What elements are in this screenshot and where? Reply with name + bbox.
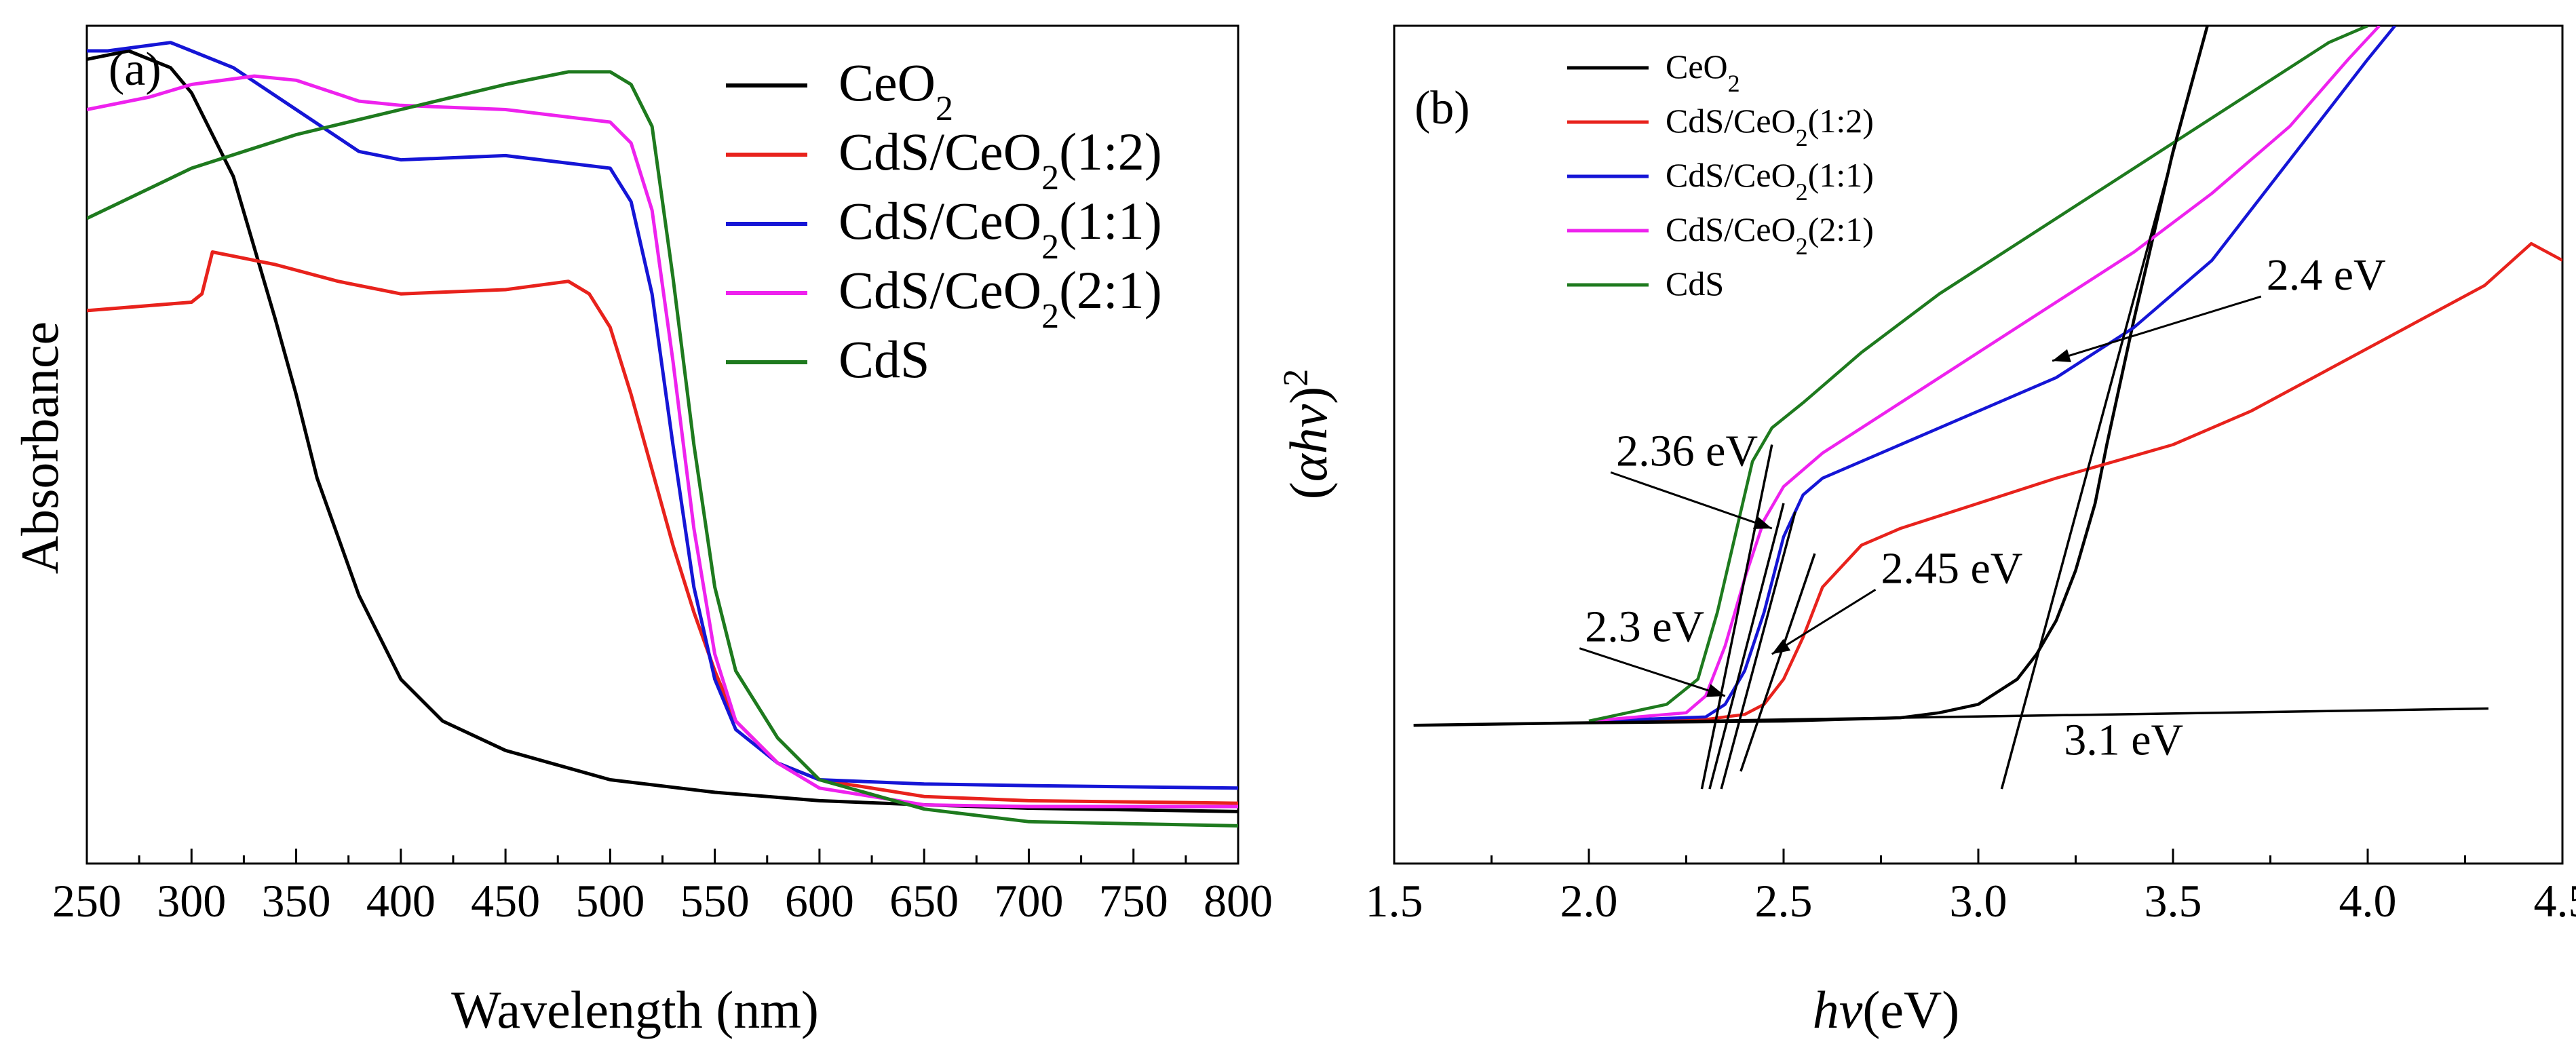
panel-b-fit-line-0 bbox=[1413, 707, 2488, 727]
panel-a-x-tick-label: 250 bbox=[52, 875, 121, 927]
panel-b-annotation-2: 2.45 eV bbox=[1881, 543, 2023, 593]
panel-a-x-tick-label: 550 bbox=[680, 875, 750, 927]
panel-b-x-tick-label: 4.0 bbox=[2339, 875, 2397, 927]
panel-a-ylabel: Absorbance bbox=[10, 322, 69, 575]
panel-a-x-tick-label: 300 bbox=[157, 875, 226, 927]
panel-b-series-3 bbox=[1588, 26, 2381, 723]
panel-b-x-tick-label: 2.0 bbox=[1560, 875, 1618, 927]
panel-b-ylabel: (αhν)2 bbox=[1277, 369, 1339, 500]
panel-b-annotation-3: 2.3 eV bbox=[1585, 602, 1704, 652]
panel-a-legend-entry-0: CeO2 bbox=[839, 53, 953, 128]
panel-b-annotation-arrowhead-2 bbox=[1771, 639, 1791, 655]
panel-b-legend-entry-1: CdS/CeO2(1:2) bbox=[1666, 102, 1874, 151]
panel-b-series-4 bbox=[1588, 26, 2368, 723]
panel-b-annotation-0: 2.4 eV bbox=[2267, 250, 2386, 300]
panel-b-fit-line-5 bbox=[1739, 553, 1816, 772]
panel-b-annotation-arrowhead-0 bbox=[2052, 349, 2071, 362]
panel-a-plot-area bbox=[87, 41, 1238, 828]
panel-b: (αhν)2 hν(eV) (b) 1.5 2.0 2.5 3.0 3.5 4.0 4.5 2… bbox=[1277, 24, 2576, 1039]
panel-b-fit-line-1 bbox=[2000, 26, 2209, 790]
panel-b-annotation-arrow-1 bbox=[1610, 471, 1773, 530]
panel-a-legend-entry-2: CdS/CeO2(1:1) bbox=[839, 191, 1162, 267]
panel-b-fit-line-2 bbox=[1700, 444, 1773, 790]
panel-b-x-tick-label: 3.0 bbox=[1950, 875, 2007, 927]
panel-b-plot-area bbox=[1413, 26, 2562, 790]
panel-a-series-0 bbox=[87, 49, 1238, 813]
panel-b-fit-line-3 bbox=[1708, 503, 1785, 790]
panel-b-x-tick-label: 2.5 bbox=[1755, 875, 1813, 927]
panel-b-legend-entry-0: CeO2 bbox=[1666, 47, 1740, 97]
panel-b-annotation-arrowhead-3 bbox=[1706, 684, 1725, 697]
panel-b-legend-entry-3: CdS/CeO2(2:1) bbox=[1666, 210, 1874, 260]
panel-a-series-3 bbox=[87, 74, 1238, 809]
panel-b-legend-entry-2: CdS/CeO2(1:1) bbox=[1666, 156, 1874, 206]
panel-b-x-tick-label: 4.5 bbox=[2534, 875, 2576, 927]
panel-a-x-tick-label: 800 bbox=[1204, 875, 1273, 927]
panel-b-axes-frame bbox=[1393, 24, 2564, 865]
panel-b-annotation-arrowhead-1 bbox=[1752, 516, 1772, 529]
panel-a-series-2 bbox=[87, 41, 1238, 790]
panel-b-annotation-arrow-0 bbox=[2052, 295, 2262, 362]
panel-b-legend-entry-4: CdS bbox=[1666, 265, 1724, 303]
panel-b-annotation-1: 2.36 eV bbox=[1616, 426, 1758, 476]
panel-a-x-tick-label: 500 bbox=[575, 875, 645, 927]
panel-b-x-tick-label: 1.5 bbox=[1366, 875, 1423, 927]
panel-b-series-1 bbox=[1588, 241, 2562, 723]
panel-a-legend-entry-4: CdS bbox=[839, 330, 929, 389]
panel-a-xlabel: Wavelength (nm) bbox=[451, 980, 819, 1039]
panel-b-x-tick-label: 3.5 bbox=[2145, 875, 2202, 927]
panel-b-xlabel: hν(eV) bbox=[1813, 980, 1960, 1039]
panel-a-x-tick-label: 400 bbox=[366, 875, 436, 927]
panel-b-label: (b) bbox=[1415, 82, 1470, 134]
panel-a-legend-entry-3: CdS/CeO2(2:1) bbox=[839, 260, 1162, 336]
panel-a-legend-entry-1: CdS/CeO2(1:2) bbox=[839, 122, 1162, 197]
panel-a-series-1 bbox=[87, 250, 1238, 805]
panel-a-series-4 bbox=[87, 70, 1238, 828]
panel-a-x-tick-label: 650 bbox=[889, 875, 959, 927]
panel-b-fit-line-4 bbox=[1720, 511, 1796, 790]
panel-a-x-tick-label: 750 bbox=[1099, 875, 1168, 927]
panel-a-x-tick-label: 700 bbox=[994, 875, 1063, 927]
panel-b-annotation-4: 3.1 eV bbox=[2064, 715, 2183, 764]
panel-b-annotation-arrow-3 bbox=[1579, 647, 1726, 697]
panel-b-annotation-arrow-2 bbox=[1771, 589, 1877, 655]
panel-a-x-tick-label: 450 bbox=[471, 875, 540, 927]
panel-a-x-tick-label: 600 bbox=[785, 875, 854, 927]
panel-a: Absorbance Wavelength (nm) (a) 250 300 350… bbox=[10, 24, 1273, 1039]
panel-a-x-tick-label: 350 bbox=[262, 875, 331, 927]
